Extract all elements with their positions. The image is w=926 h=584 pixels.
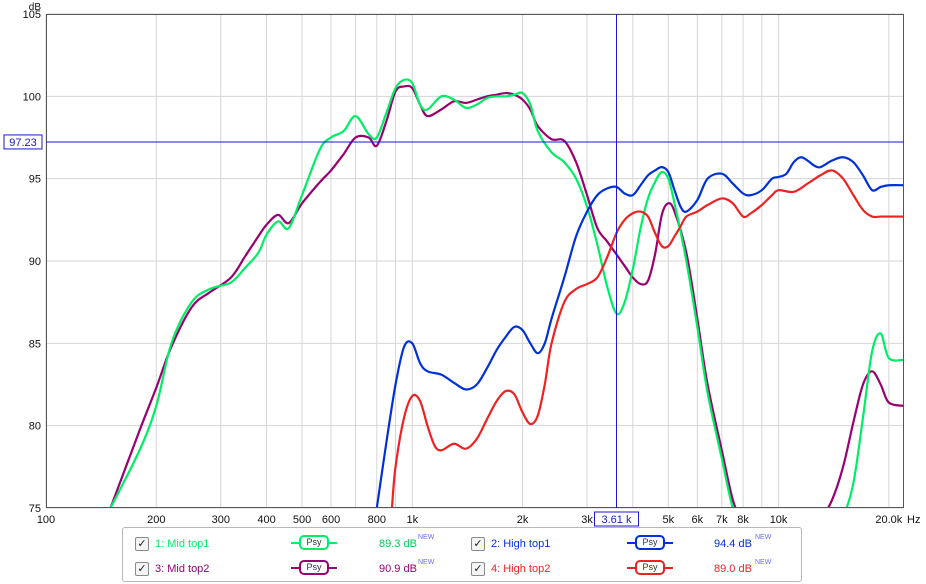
series-2-checkbox[interactable]: ✓ [471, 537, 485, 551]
legend-row-2: ✓ 3: Mid top2 Psy 90.9 dB NEW ✓ 4: High … [123, 556, 801, 580]
x-tick-label: 600 [322, 514, 340, 526]
x-tick-label: 400 [257, 514, 275, 526]
y-unit-label: dB [29, 2, 42, 13]
x-tick-label: 2k [517, 514, 529, 526]
x-unit-label: Hz [907, 514, 920, 526]
series-lines [109, 78, 904, 508]
series-4-swatch-line [665, 567, 673, 569]
x-tick-label: 7k [716, 514, 728, 526]
series-2-new-badge: NEW [755, 534, 772, 541]
series-3-value: 90.9 dB [379, 563, 417, 575]
cursor-x-readout: 3.61 k [602, 514, 632, 526]
plot-frame [46, 14, 904, 508]
cursor-y-readout-box [3, 134, 43, 150]
x-tick-label: 100 [37, 514, 55, 526]
series-3-swatch-line [291, 567, 299, 569]
y-tick-label: 80 [29, 421, 41, 433]
series-4-checkbox[interactable]: ✓ [471, 562, 485, 576]
series-line-3-mid-top2 [109, 84, 904, 508]
y-tick-label: 85 [29, 338, 41, 350]
x-tick-label: 3k [581, 514, 593, 526]
series-1-swatch-line [329, 542, 337, 544]
series-4-mode-button[interactable]: Psy [635, 560, 665, 575]
x-tick-label: 6k [692, 514, 704, 526]
series-1-swatch-line [291, 542, 299, 544]
series-3-new-badge: NEW [418, 559, 435, 566]
series-3-label: 3: Mid top2 [155, 563, 210, 575]
x-tick-label: 20.0k [875, 514, 902, 526]
cursor[interactable]: 97.23 3.61 k [3, 14, 904, 527]
x-tick-label: 200 [147, 514, 165, 526]
series-1-checkbox[interactable]: ✓ [135, 537, 149, 551]
series-1-value: 89.3 dB [379, 538, 417, 550]
series-line-1-mid-top1 [109, 78, 904, 508]
grid [45, 13, 904, 509]
x-tick-label: 300 [212, 514, 230, 526]
series-3-checkbox[interactable]: ✓ [135, 562, 149, 576]
x-tick-label: 8k [737, 514, 749, 526]
y-tick-label: 105 [23, 9, 41, 21]
series-4-swatch-line [627, 567, 635, 569]
x-tick-label: 10k [770, 514, 788, 526]
series-1-label: 1: Mid top1 [155, 538, 210, 550]
series-2-swatch-line [665, 542, 673, 544]
plot-border [46, 14, 904, 508]
series-line-4-high-top2 [390, 169, 904, 508]
legend-panel: ✓ 1: Mid top1 Psy 89.3 dB NEW ✓ 2: High … [122, 527, 802, 582]
series-1-mode-button[interactable]: Psy [299, 535, 329, 550]
legend-row-1: ✓ 1: Mid top1 Psy 89.3 dB NEW ✓ 2: High … [123, 531, 801, 555]
x-tick-label: 500 [293, 514, 311, 526]
y-tick-label: 95 [29, 174, 41, 186]
x-tick-label: 5k [662, 514, 674, 526]
y-tick-label: 75 [29, 503, 41, 515]
series-2-swatch-line [627, 542, 635, 544]
series-2-mode-button[interactable]: Psy [635, 535, 665, 550]
series-3-swatch-line [329, 567, 337, 569]
x-tick-label: 800 [368, 514, 386, 526]
series-2-label: 2: High top1 [491, 538, 551, 550]
series-4-label: 4: High top2 [491, 563, 551, 575]
cursor-x-readout-box [593, 511, 639, 527]
x-tick-label: 1k [406, 514, 418, 526]
y-tick-label: 90 [29, 256, 41, 268]
series-4-new-badge: NEW [755, 559, 772, 566]
y-tick-label: 100 [23, 91, 41, 103]
series-4-value: 89.0 dB [714, 563, 752, 575]
series-1-new-badge: NEW [418, 534, 435, 541]
cursor-y-readout: 97.23 [9, 137, 37, 149]
series-line-2-high-top1 [375, 156, 904, 508]
tick-labels: 75 80 85 90 95 100 105 100 200 300 400 500 600 800 1k 2… [23, 2, 921, 526]
series-2-value: 94.4 dB [714, 538, 752, 550]
series-3-mode-button[interactable]: Psy [299, 560, 329, 575]
